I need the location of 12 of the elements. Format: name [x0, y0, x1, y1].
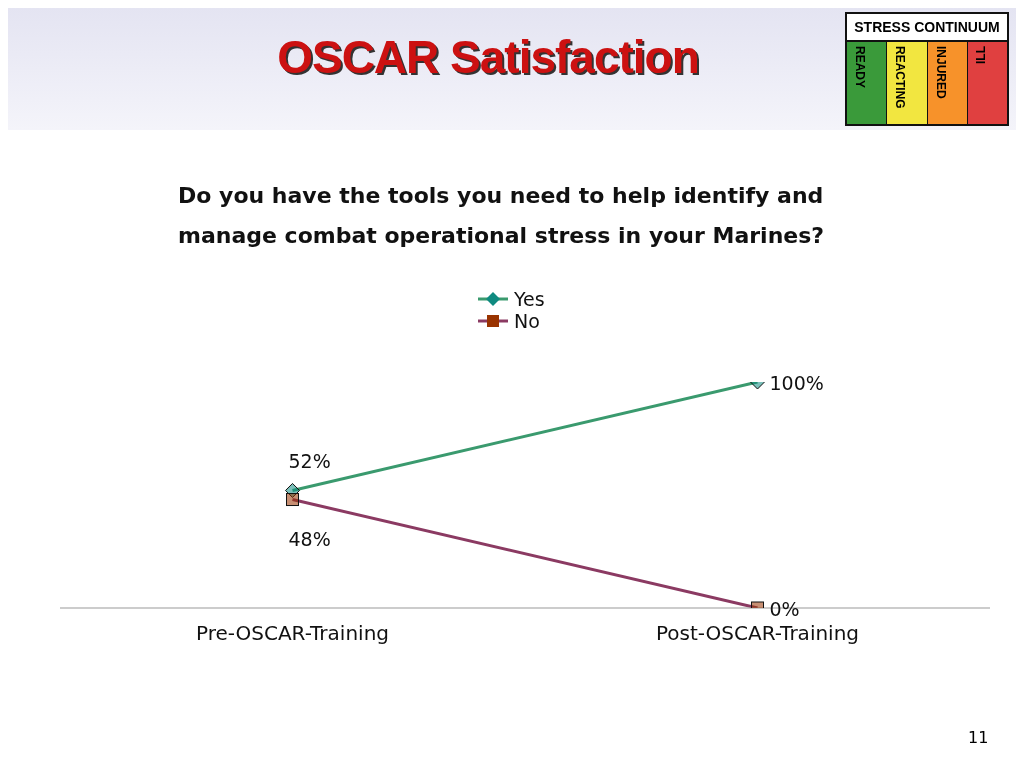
data-label: 52%	[288, 450, 331, 473]
legend-label: Yes	[514, 288, 545, 310]
x-tick-label: Pre-OSCAR-Training	[195, 621, 390, 646]
x-tick-label: Post-OSCAR-Training	[655, 621, 860, 646]
data-label: 0%	[769, 598, 800, 620]
data-label: 48%	[288, 527, 331, 550]
data-label: 100%	[769, 372, 824, 394]
chart-title: OSCAR Satisfaction	[276, 30, 700, 84]
stress-continuum-chart: STRESS CONTINUUM READY REACTING INJURED ILL	[845, 12, 1009, 126]
text: 11	[968, 728, 989, 747]
chart-subtitle: Do you have the tools you need to help identify and manage combat operational stress in your Marines?	[178, 182, 826, 250]
legend-label: No	[514, 310, 540, 332]
